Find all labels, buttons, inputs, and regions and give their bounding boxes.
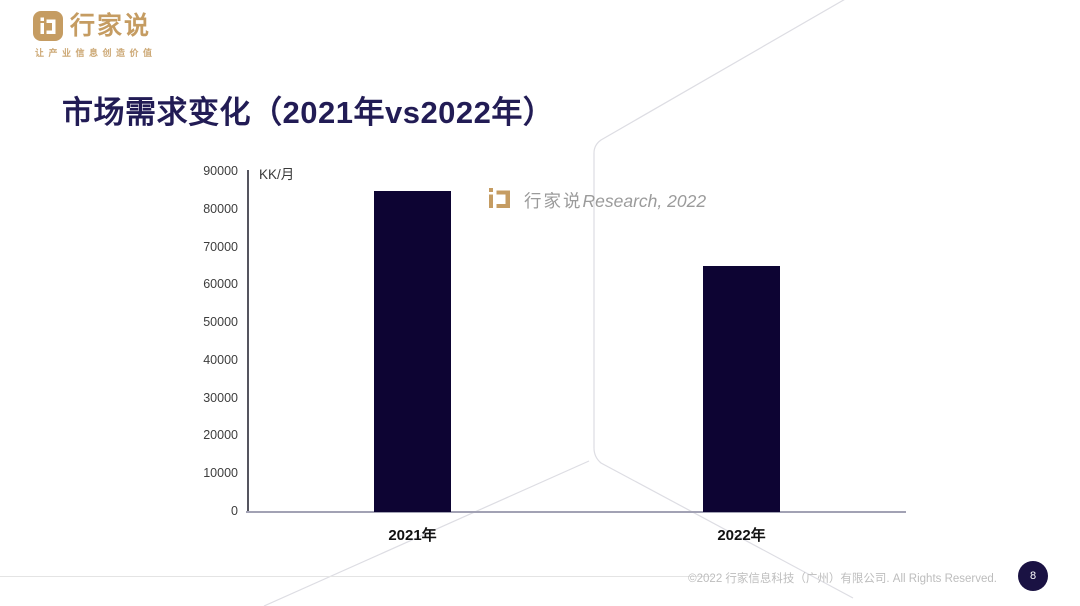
brand-logo-icon [33, 11, 63, 41]
y-axis-tick-label: 70000 [203, 239, 238, 254]
y-axis-tick-label: 50000 [203, 315, 238, 330]
brand-logo-text: 行家说 [70, 11, 152, 40]
y-axis-tick-label: 90000 [203, 164, 238, 178]
bar-2021年 [374, 190, 451, 512]
y-axis-tick-label: 40000 [203, 352, 238, 367]
watermark-text: 行家说Research, 2022 [524, 188, 706, 213]
y-axis-tick-label: 60000 [203, 277, 238, 292]
y-axis-line [247, 170, 249, 512]
y-axis-tick-label: 80000 [203, 201, 238, 216]
y-axis-tick-label: 30000 [203, 390, 238, 405]
page-number-badge: 8 [1018, 561, 1048, 591]
x-axis-category-label: 2021年 [388, 527, 437, 544]
footer-copyright: ©2022 行家信息科技（广州）有限公司. All Rights Reserve… [688, 573, 997, 585]
y-axis-tick-label: 20000 [203, 428, 238, 443]
y-axis-unit-label: KK/月 [259, 167, 295, 182]
x-axis-line [246, 511, 906, 513]
footer-divider [0, 576, 713, 577]
brand-tagline: 让产业信息创造价值 [35, 48, 157, 58]
x-axis-category-label: 2022年 [717, 527, 766, 544]
watermark-text-en: Research, 2022 [582, 191, 707, 211]
y-axis-tick-label: 10000 [203, 466, 238, 481]
page-title: 市场需求变化（2021年vs2022年） [62, 95, 555, 130]
watermark-brand-icon [488, 186, 515, 215]
bar-2022年 [703, 266, 780, 512]
y-axis-tick-label: 0 [231, 504, 238, 518]
watermark-text-cn: 行家说 [524, 191, 583, 211]
brand-logo: 行家说 让产业信息创造价值 [33, 11, 157, 59]
research-watermark: 行家说Research, 2022 [488, 186, 706, 215]
